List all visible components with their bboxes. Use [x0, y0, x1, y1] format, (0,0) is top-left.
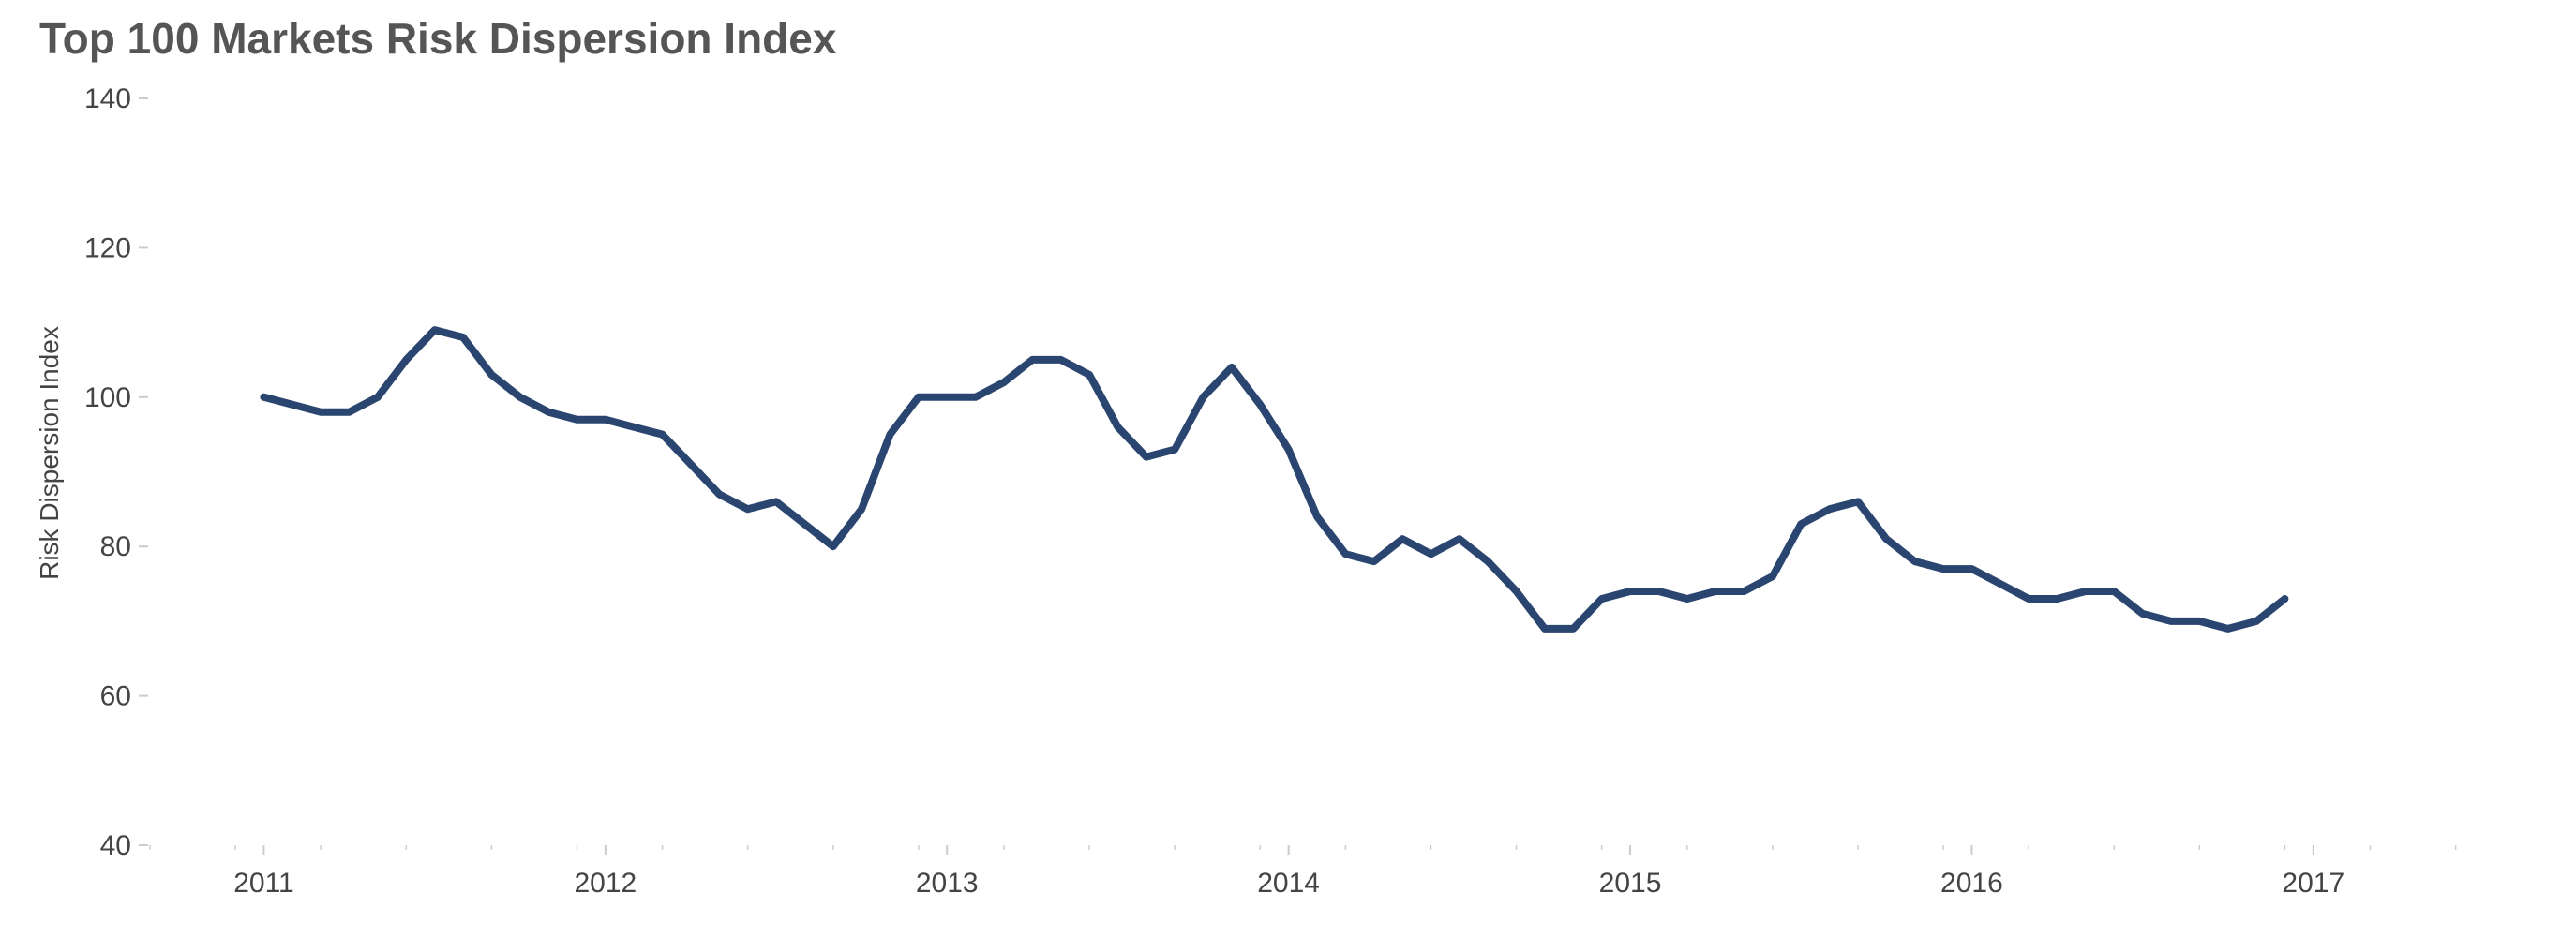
- chart-title: Top 100 Markets Risk Dispersion Index: [39, 14, 837, 63]
- y-tick-label: 140: [84, 83, 131, 114]
- series-layer: [260, 326, 2289, 633]
- x-tick-label: 2012: [574, 868, 637, 899]
- x-tick-label: 2016: [1940, 868, 2003, 899]
- x-tick-label: 2015: [1599, 868, 1662, 899]
- y-tick-label: 80: [100, 531, 131, 562]
- x-tick-label: 2014: [1257, 868, 1320, 899]
- y-tick-label: 60: [100, 681, 131, 712]
- x-axis: 2011 2012 2013 2014 2015 2016 2017: [149, 845, 2457, 899]
- y-tick-label: 120: [84, 232, 131, 263]
- y-axis: 140 120 100 80 60 40: [84, 83, 148, 861]
- y-axis-title: Risk Dispersion Index: [35, 326, 64, 580]
- y-tick-label: 40: [100, 830, 131, 861]
- x-tick-label: 2013: [916, 868, 979, 899]
- x-tick-label: 2017: [2282, 868, 2344, 899]
- x-tick-label: 2011: [233, 868, 294, 899]
- series-line: [260, 326, 2289, 633]
- y-tick-label: 100: [84, 382, 131, 413]
